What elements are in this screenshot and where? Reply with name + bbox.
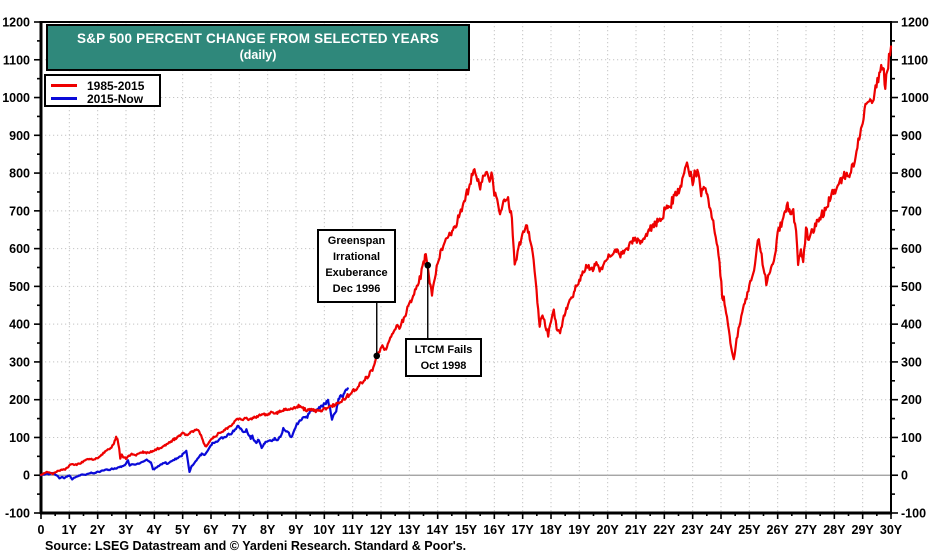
x-axis-label: 11Y [342, 523, 364, 537]
x-axis-label: 16Y [483, 523, 506, 537]
x-axis-label: 25Y [738, 523, 761, 537]
y-axis-label-left: 1100 [3, 53, 30, 67]
annotation-ltcm: LTCM Fails Oct 1998 [405, 338, 482, 377]
x-axis-label: 2Y [90, 523, 106, 537]
y-axis-label-left: 0 [23, 469, 30, 483]
y-axis-label-left: 1200 [2, 16, 30, 30]
x-axis-label: 22Y [653, 523, 676, 537]
x-axis-label: 14Y [427, 523, 450, 537]
x-axis-label: 17Y [512, 523, 535, 537]
series-line-2015-now [39, 387, 349, 481]
x-axis-label: 23Y [682, 523, 705, 537]
x-axis-label: 8Y [260, 523, 276, 537]
legend-item-2015-now: 2015-Now [51, 91, 159, 106]
x-axis-label: 9Y [288, 523, 304, 537]
y-axis-label-right: 1000 [901, 91, 929, 105]
y-axis-label-left: 300 [9, 355, 30, 369]
x-axis-label: 18Y [540, 523, 563, 537]
x-axis-label: 6Y [203, 523, 219, 537]
legend-label-2015-now: 2015-Now [87, 91, 144, 106]
annotation-greenspan: Greenspan Irrational Exuberance Dec 1996 [317, 229, 396, 303]
y-axis-label-right: 600 [901, 242, 922, 256]
x-axis-label: 0 [38, 523, 45, 537]
x-axis-label: 15Y [455, 523, 478, 537]
source-attribution: Source: LSEG Datastream and © Yardeni Re… [45, 539, 467, 553]
y-axis-label-left: 200 [9, 393, 30, 407]
y-axis-label-right: 100 [901, 431, 922, 445]
annotation-dot [373, 352, 381, 360]
annotation-dot [424, 261, 432, 269]
legend-item-1985-2015: 1985-2015 [51, 78, 159, 93]
y-axis-label-right: 200 [901, 393, 922, 407]
x-axis-label: 7Y [232, 523, 248, 537]
x-axis-label: 20Y [597, 523, 620, 537]
chart-title: S&P 500 PERCENT CHANGE FROM SELECTED YEA… [77, 31, 439, 46]
chart-subtitle: (daily) [239, 48, 277, 62]
chart-title-box: S&P 500 PERCENT CHANGE FROM SELECTED YEA… [46, 24, 470, 71]
series-line-1985-2015 [39, 45, 893, 476]
x-axis-label: 5Y [175, 523, 191, 537]
legend: 1985-2015 2015-Now [44, 74, 161, 107]
x-axis-label: 4Y [147, 523, 163, 537]
x-axis-label: 1Y [62, 523, 78, 537]
x-axis-label: 27Y [795, 523, 818, 537]
y-axis-label-left: 700 [9, 204, 30, 218]
x-axis-label: 26Y [767, 523, 790, 537]
y-axis-label-left: 800 [9, 167, 30, 181]
y-axis-label-right: -100 [901, 507, 926, 521]
x-axis-label: 10Y [313, 523, 336, 537]
y-axis-label-left: 500 [9, 280, 30, 294]
y-axis-label-right: 300 [901, 355, 922, 369]
y-axis-label-right: 400 [901, 318, 922, 332]
x-axis-label: 19Y [568, 523, 591, 537]
y-axis-label-left: 1000 [2, 91, 30, 105]
y-axis-label-left: 900 [9, 129, 30, 143]
x-axis-label: 29Y [852, 523, 875, 537]
y-axis-label-right: 500 [901, 280, 922, 294]
x-axis-label: 21Y [625, 523, 648, 537]
y-axis-label-left: 600 [9, 242, 30, 256]
x-axis-label: 30Y [880, 523, 903, 537]
y-axis-label-left: 400 [9, 318, 30, 332]
legend-label-1985-2015: 1985-2015 [87, 78, 145, 93]
x-axis-label: 12Y [370, 523, 393, 537]
legend-line-red-icon [51, 84, 77, 87]
y-axis-label-right: 1100 [901, 53, 928, 67]
x-axis-label: 13Y [398, 523, 421, 537]
y-axis-label-right: 1200 [901, 16, 929, 30]
y-axis-label-right: 700 [901, 204, 922, 218]
x-axis-label: 24Y [710, 523, 733, 537]
y-axis-label-right: 800 [901, 167, 922, 181]
y-axis-label-right: 900 [901, 129, 922, 143]
y-axis-label-left: 100 [9, 431, 30, 445]
y-axis-label-right: 0 [901, 469, 908, 483]
y-axis-label-left: -100 [5, 507, 30, 521]
x-axis-label: 28Y [823, 523, 846, 537]
legend-line-blue-icon [51, 97, 77, 100]
x-axis-label: 3Y [118, 523, 134, 537]
